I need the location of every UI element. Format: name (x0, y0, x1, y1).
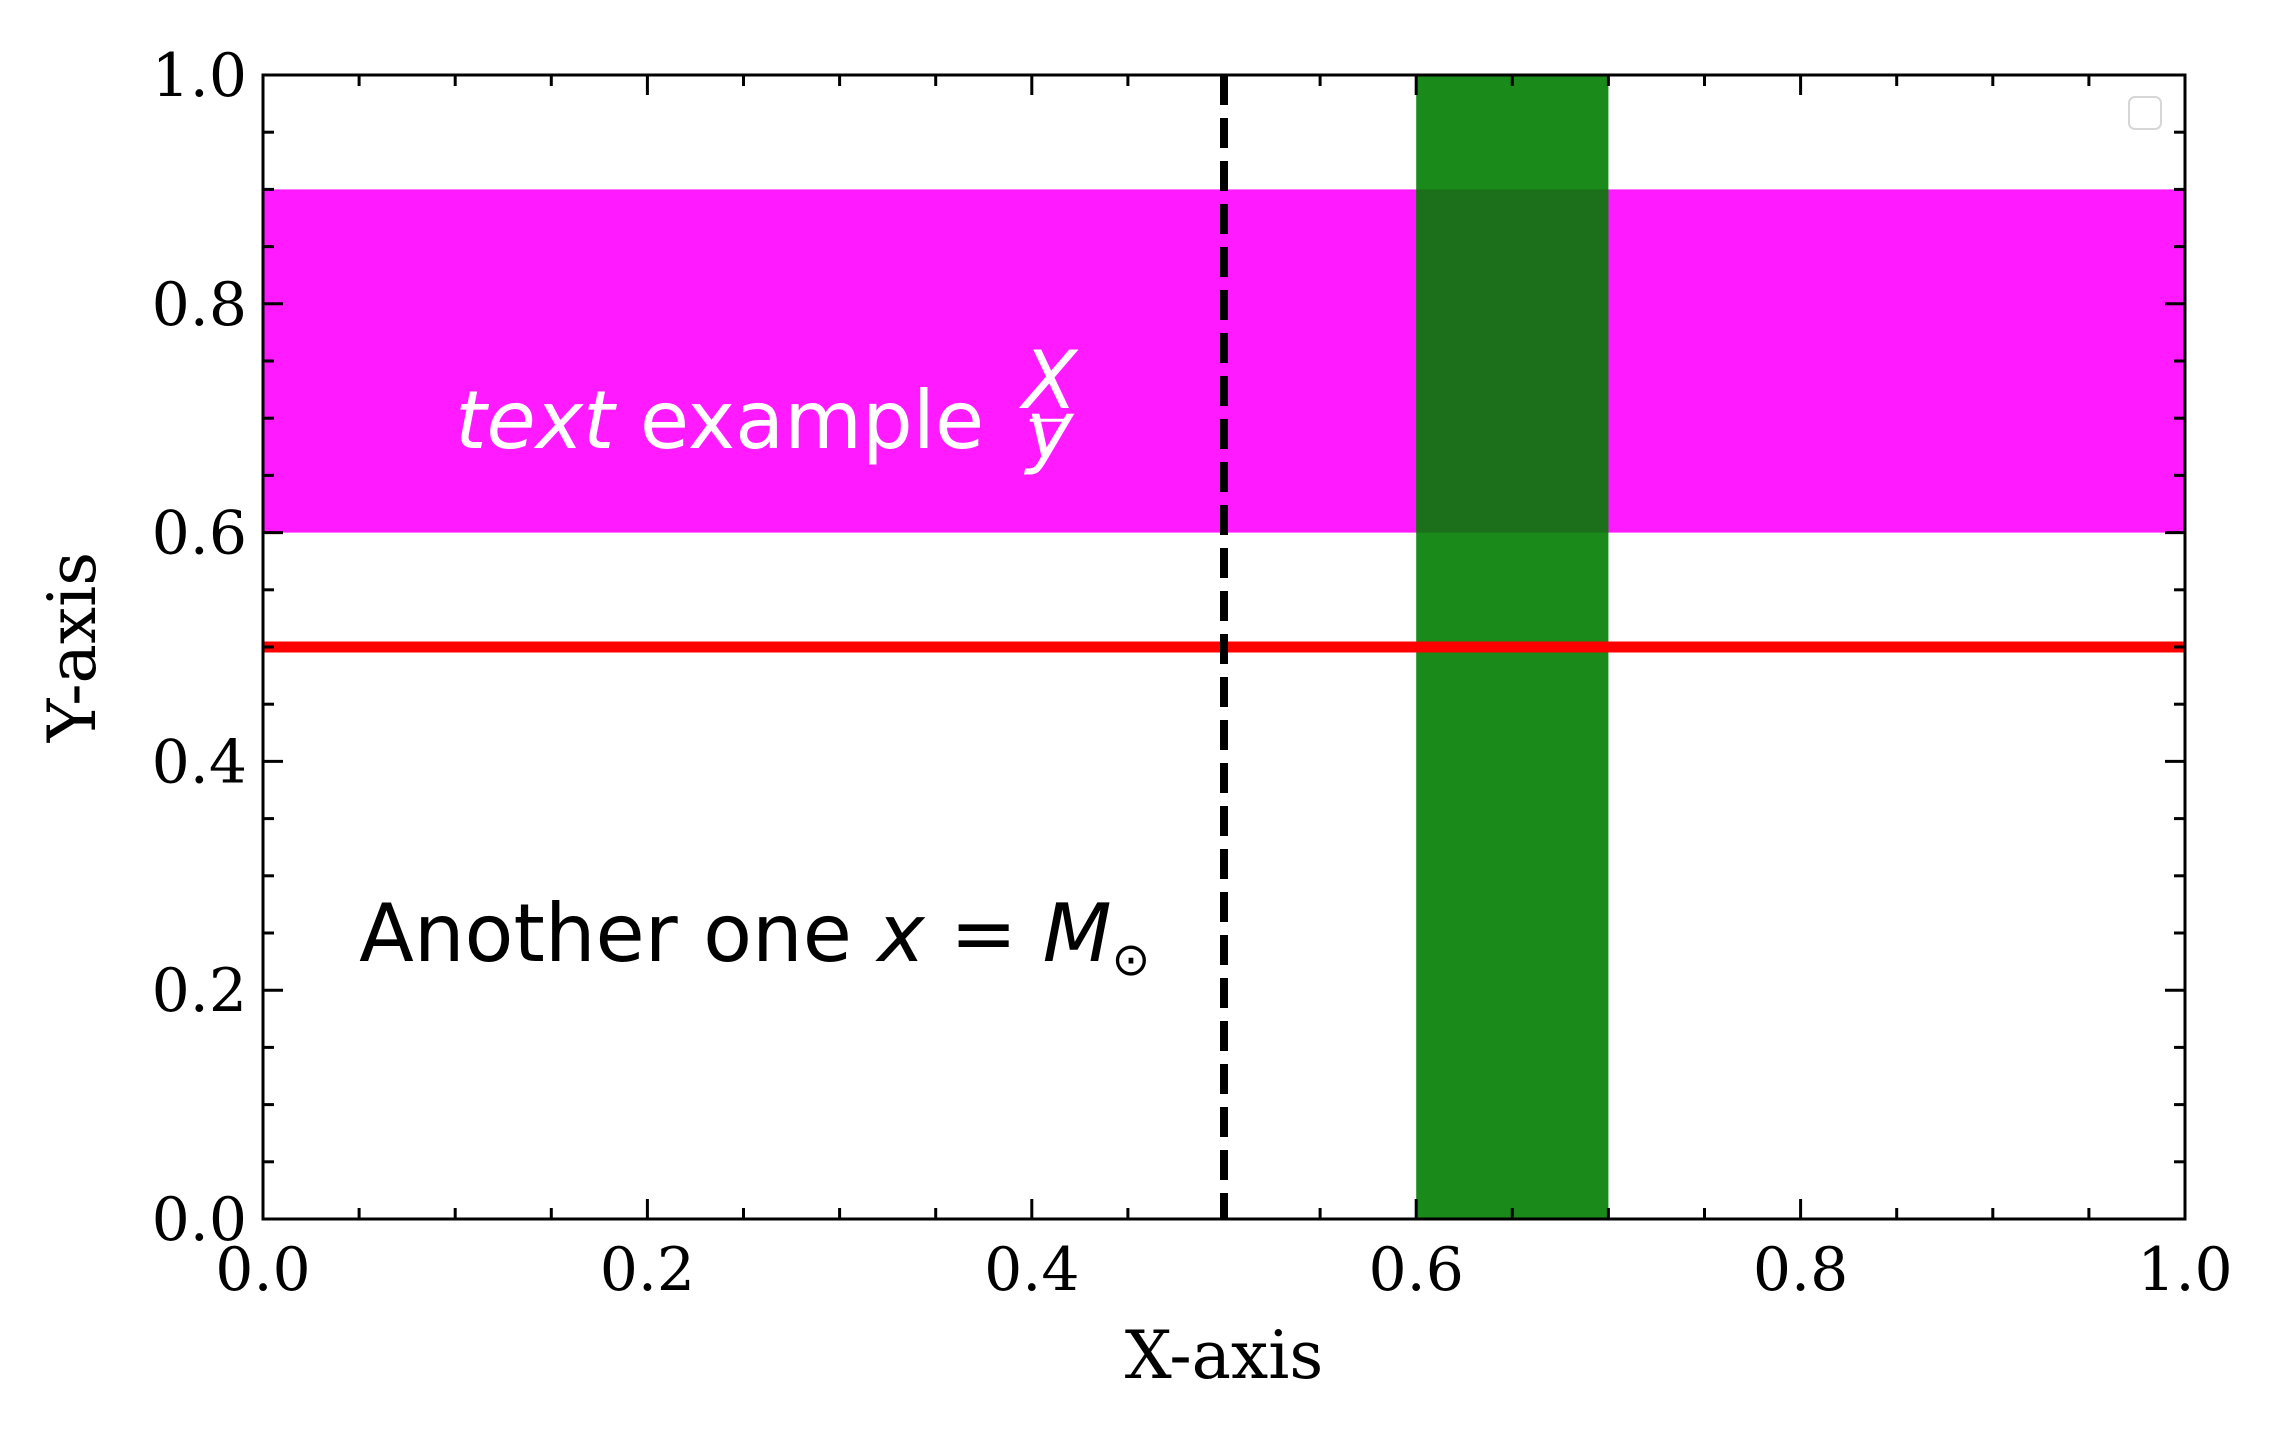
x-tick-label: 0.2 (600, 1235, 695, 1305)
annotation-another-text: Another one (359, 887, 877, 980)
annotation-fraction-denominator: y (1024, 384, 1075, 477)
y-tick-label: 0.6 (152, 499, 247, 569)
annotation-another-one: Another one x = M⊙ (359, 887, 1150, 986)
annotation-math-equals: = (925, 887, 1043, 980)
annotation-text-example: text example (455, 374, 1010, 467)
y-tick-label: 1.0 (152, 41, 247, 111)
span-overlap-region (1416, 189, 1609, 533)
x-tick-label: 0.4 (984, 1235, 1079, 1305)
x-tick-label: 1.0 (2137, 1235, 2232, 1305)
legend-box (2128, 96, 2162, 130)
y-axis-label: Y-axis (34, 552, 111, 743)
y-tick-label: 0.0 (152, 1185, 247, 1255)
annotation-layer: text example X y Another one x = M⊙ (359, 334, 1150, 986)
annotation-math-variable: x (874, 887, 926, 980)
line-layer (263, 75, 2185, 1219)
plot-frame (261, 73, 2187, 1221)
annotation-italic-word: text (455, 374, 617, 467)
annotation-fraction-numerator: X (1018, 334, 1079, 427)
y-tick-label: 0.4 (152, 727, 247, 797)
annotation-math-subscript: ⊙ (1112, 932, 1151, 986)
x-tick-label: 0.8 (1753, 1235, 1848, 1305)
x-tick-label: 0.0 (215, 1235, 310, 1305)
annotation-plain-text: example (614, 374, 1009, 467)
y-tick-label: 0.2 (152, 956, 247, 1026)
tick-label-layer: 0.0 0.2 0.4 0.6 0.8 1.0 0.0 0.2 0.4 0.6 0.8 1.0 (152, 41, 2233, 1305)
annotation-math-symbol: M (1043, 887, 1112, 980)
x-axis-label: X-axis (1125, 1317, 1323, 1394)
x-tick-label: 0.6 (1368, 1235, 1463, 1305)
y-tick-label: 0.8 (152, 270, 247, 340)
